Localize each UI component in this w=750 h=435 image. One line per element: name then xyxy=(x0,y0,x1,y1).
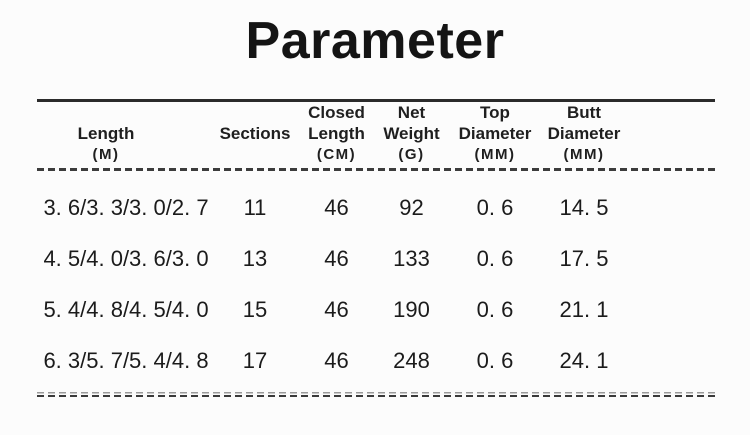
cell-net-weight: 190 xyxy=(393,296,430,322)
column-header-unit: (MM) xyxy=(563,146,605,163)
column-header-label: Butt Diameter xyxy=(547,103,621,143)
column-header-label: Closed Length xyxy=(308,103,365,143)
cell-butt-diameter: 24. 1 xyxy=(559,347,609,373)
column-header-closed-length: Closed Length (CM) xyxy=(295,102,378,166)
column-header-top-diameter: Top Diameter (MM) xyxy=(445,102,545,166)
cell-butt-diameter: 21. 1 xyxy=(559,296,609,322)
cell-closed-length: 46 xyxy=(324,194,349,220)
column-header-butt-diameter: Butt Diameter (MM) xyxy=(545,102,623,166)
cell-length: 3. 6/3. 3/3. 0/2. 7 xyxy=(43,194,209,220)
divider-bottom-dashed xyxy=(37,392,715,397)
cell-net-weight: 248 xyxy=(393,347,430,373)
divider-header-dashed xyxy=(37,168,715,171)
cell-sections: 11 xyxy=(243,194,267,220)
table-row: 5. 4/4. 8/4. 5/4. 0 15 46 190 0. 6 21. 1 xyxy=(37,284,715,335)
column-header-unit xyxy=(215,144,295,166)
column-header-label: Net Weight xyxy=(383,103,440,143)
table-body: 3. 6/3. 3/3. 0/2. 7 11 46 92 0. 6 14. 5 … xyxy=(37,171,715,386)
cell-butt-diameter: 14. 5 xyxy=(559,194,609,220)
parameter-table: Length (M) Sections Closed Length (CM) N… xyxy=(37,99,715,397)
cell-top-diameter: 0. 6 xyxy=(476,296,514,322)
column-header-unit: (CM) xyxy=(316,146,357,163)
cell-butt-diameter: 17. 5 xyxy=(559,245,609,271)
cell-top-diameter: 0. 6 xyxy=(476,245,514,271)
table-header-row: Length (M) Sections Closed Length (CM) N… xyxy=(37,102,715,168)
cell-top-diameter: 0. 6 xyxy=(476,194,514,220)
column-header-net-weight: Net Weight (G) xyxy=(378,102,445,166)
cell-sections: 13 xyxy=(242,245,268,271)
table-row: 6. 3/5. 7/5. 4/4. 8 17 46 248 0. 6 24. 1 xyxy=(37,335,715,386)
cell-net-weight: 133 xyxy=(393,245,430,271)
cell-length: 6. 3/5. 7/5. 4/4. 8 xyxy=(43,347,209,373)
cell-sections: 17 xyxy=(242,347,268,373)
column-header-length: Length (M) xyxy=(37,123,215,166)
cell-closed-length: 46 xyxy=(324,347,349,373)
cell-net-weight: 92 xyxy=(399,194,424,220)
cell-length: 5. 4/4. 8/4. 5/4. 0 xyxy=(43,296,209,322)
divider-top-solid xyxy=(37,99,715,102)
column-header-unit: (G) xyxy=(398,146,425,163)
column-header-label: Sections xyxy=(219,124,291,143)
table-row: 3. 6/3. 3/3. 0/2. 7 11 46 92 0. 6 14. 5 xyxy=(37,182,715,233)
cell-top-diameter: 0. 6 xyxy=(476,347,514,373)
cell-sections: 15 xyxy=(242,296,268,322)
column-header-unit: (M) xyxy=(92,146,120,163)
column-header-sections: Sections xyxy=(215,123,295,166)
cell-closed-length: 46 xyxy=(324,245,349,271)
page-title: Parameter xyxy=(245,12,505,70)
cell-length: 4. 5/4. 0/3. 6/3. 0 xyxy=(43,245,209,271)
column-header-label: Length xyxy=(77,124,135,143)
column-header-unit: (MM) xyxy=(474,146,516,163)
column-header-label: Top Diameter xyxy=(458,103,532,143)
cell-closed-length: 46 xyxy=(324,296,349,322)
table-row: 4. 5/4. 0/3. 6/3. 0 13 46 133 0. 6 17. 5 xyxy=(37,233,715,284)
